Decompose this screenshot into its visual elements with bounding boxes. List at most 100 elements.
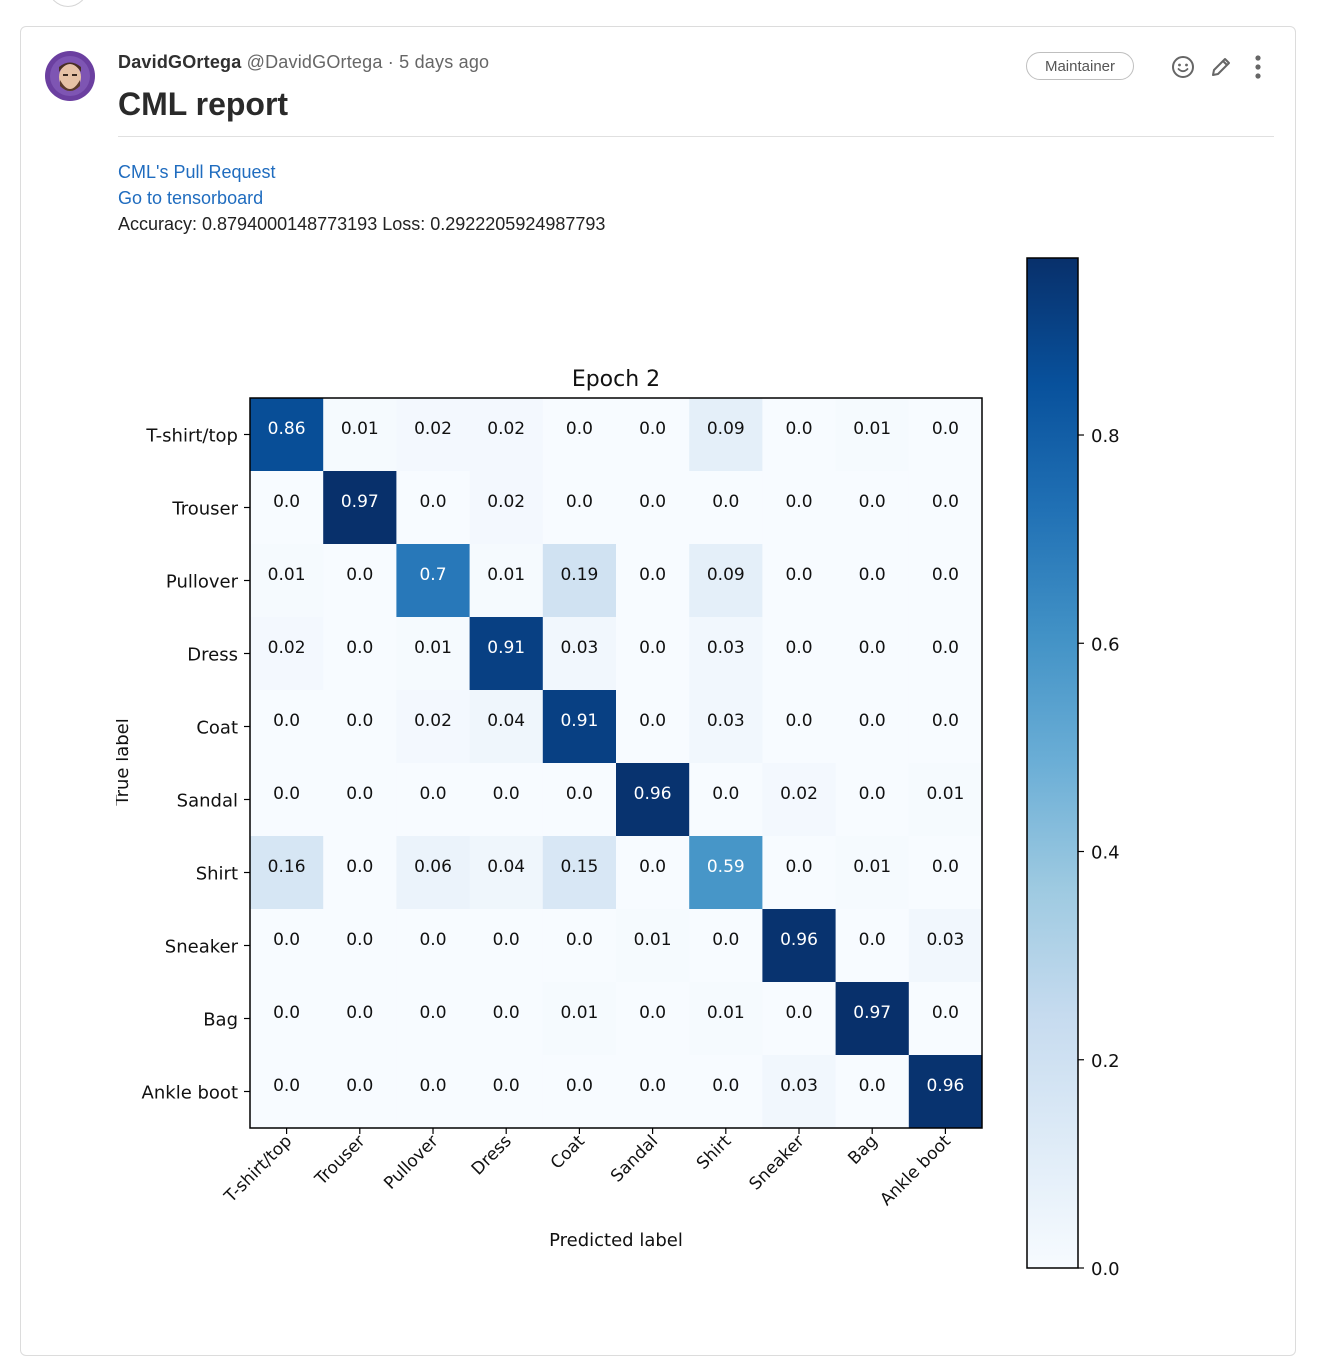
heatmap-cell [908,763,983,837]
cell-value-label: 0.0 [639,1003,666,1023]
cell-value-label: 0.0 [785,419,812,439]
cell-value-label: 0.0 [932,419,959,439]
cell-value-label: 0.03 [780,1076,818,1096]
heatmap-cell [689,471,763,545]
heatmap-cell [323,398,397,472]
author-name[interactable]: DavidGOrtega [118,52,242,72]
add-reaction-button[interactable] [1170,54,1196,80]
cell-value-label: 0.0 [346,784,373,804]
y-axis-ticks: T-shirt/top Trouser Pullover Dress Coat Sanda… [142,426,250,1104]
heatmap-cell [689,763,763,837]
heatmap-cell [469,909,544,983]
heatmap-cell [250,471,324,545]
heatmap-cell [689,690,763,764]
cell-value-label: 0.0 [639,1076,666,1096]
timestamp[interactable]: 5 days ago [399,52,490,72]
heatmap-cell [762,836,837,910]
x-tick-label: Bag [844,1131,881,1168]
heatmap-cell [616,398,690,472]
heatmap-cell [323,544,397,618]
cell-value-label: 0.19 [560,565,598,585]
heatmap-cell [396,836,471,910]
colorbar-tick-label: 0.0 [1091,1259,1120,1280]
author-handle[interactable]: @DavidGOrtega [246,52,383,72]
heatmap-cell [908,544,983,618]
cell-value-label: 0.0 [712,1076,739,1096]
heatmap-cell [396,544,471,618]
cell-value-label: 0.01 [341,419,379,439]
smiley-face-icon [1172,56,1194,78]
cell-value-label: 0.0 [712,492,739,512]
cell-value-label: 0.91 [560,711,598,731]
cell-value-label: 0.7 [419,565,446,585]
heatmap-cell [469,982,544,1056]
cell-value-label: 0.0 [273,784,300,804]
cell-value-label: 0.15 [560,857,598,877]
colorbar [1026,257,1079,1269]
cell-value-label: 0.0 [859,565,886,585]
heatmap-cells [250,398,983,1129]
cell-value-label: 0.0 [566,1076,593,1096]
heatmap-cell [835,544,910,618]
heatmap-cell [616,909,690,983]
edit-button[interactable] [1208,54,1234,80]
cell-value-label: 0.04 [487,857,525,877]
cell-value-label: 0.01 [853,419,891,439]
colorbar-tick-label: 0.8 [1091,426,1120,447]
heatmap-cell [469,836,544,910]
cell-value-label: 0.96 [926,1076,964,1096]
plot-frame [249,397,983,1129]
y-tick-label: T-shirt/top [145,426,238,447]
x-tick-label: Shirt [693,1131,736,1174]
cell-value-label: 0.03 [707,711,745,731]
pull-request-link[interactable]: CML's Pull Request [118,162,276,182]
cell-value-label: 0.0 [932,565,959,585]
cell-value-label: 0.0 [273,1003,300,1023]
heatmap-cell [689,836,763,910]
cell-value-label: 0.02 [268,638,306,658]
author-line: DavidGOrtega @DavidGOrtega · 5 days ago [118,52,489,73]
pencil-icon [1212,58,1230,76]
cell-value-label: 0.0 [346,857,373,877]
heatmap-cell [250,909,324,983]
more-actions-button[interactable] [1245,54,1271,80]
heatmap-cell [542,763,617,837]
cell-value-label: 0.02 [414,711,452,731]
cell-value-label: 0.0 [785,638,812,658]
heatmap-cell [908,690,983,764]
heatmap-cell [396,909,471,983]
heatmap-cell [542,471,617,545]
heatmap-cell [835,1055,910,1129]
cell-value-label: 0.0 [932,492,959,512]
heatmap-cell [469,544,544,618]
cell-value-label: 0.0 [712,930,739,950]
x-tick-label: Pullover [380,1131,442,1193]
x-tick-label: Trouser [311,1131,370,1190]
colorbar-tick-label: 0.2 [1091,1051,1120,1072]
y-axis-label: True label [112,718,133,807]
tensorboard-link[interactable]: Go to tensorboard [118,188,264,208]
cell-value-label: 0.0 [566,419,593,439]
y-tick-label: Dress [187,645,238,666]
cell-value-label: 0.0 [785,492,812,512]
metrics-text: Accuracy: 0.8794000148773193 Loss: 0.292… [118,214,606,234]
heatmap-cell [396,398,471,472]
cell-value-label: 0.09 [707,565,745,585]
heatmap-cell [835,909,910,983]
heatmap-cell [469,471,544,545]
heatmap-cell [542,398,617,472]
vertical-ellipsis-icon [1255,55,1261,79]
avatar[interactable] [44,50,96,102]
cell-value-label: 0.96 [780,930,818,950]
heatmap-cell [250,982,324,1056]
colorbar-tick-label: 0.6 [1091,634,1120,655]
heatmap-cell [835,690,910,764]
cell-value-label: 0.91 [487,638,525,658]
heatmap-cell [542,617,617,691]
cell-value-label: 0.0 [785,857,812,877]
heatmap-cell [250,398,324,472]
cell-value-label: 0.01 [560,1003,598,1023]
heatmap-cell [835,398,910,472]
cell-value-label: 0.0 [346,711,373,731]
role-badge: Maintainer [1026,52,1134,80]
